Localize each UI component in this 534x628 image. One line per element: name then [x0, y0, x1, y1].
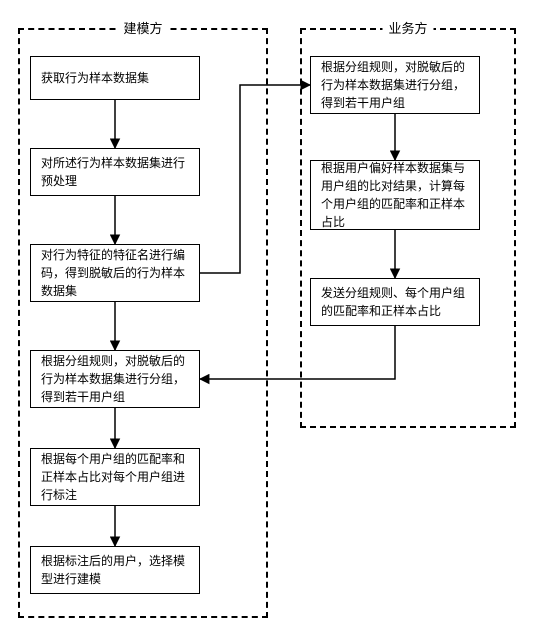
node-r2: 根据用户偏好样本数据集与用户组的比对结果，计算每个用户组的匹配率和正样本占比 [310, 160, 480, 230]
node-l4-text: 根据分组规则，对脱敏后的行为样本数据集进行分组，得到若干用户组 [41, 352, 189, 406]
node-l6: 根据标注后的用户，选择模型进行建模 [30, 546, 200, 594]
node-l6-text: 根据标注后的用户，选择模型进行建模 [41, 552, 189, 588]
node-l5: 根据每个用户组的匹配率和正样本占比对每个用户组进行标注 [30, 448, 200, 506]
node-l1-text: 获取行为样本数据集 [41, 69, 149, 87]
node-l5-text: 根据每个用户组的匹配率和正样本占比对每个用户组进行标注 [41, 450, 189, 504]
node-r2-text: 根据用户偏好样本数据集与用户组的比对结果，计算每个用户组的匹配率和正样本占比 [321, 159, 469, 231]
node-r1-text: 根据分组规则，对脱敏后的行为样本数据集进行分组，得到若干用户组 [321, 58, 469, 112]
node-l4: 根据分组规则，对脱敏后的行为样本数据集进行分组，得到若干用户组 [30, 350, 200, 408]
node-l3-text: 对行为特征的特征名进行编码，得到脱敏后的行为样本数据集 [41, 246, 189, 300]
node-l1: 获取行为样本数据集 [30, 56, 200, 100]
node-l2: 对所述行为样本数据集进行预处理 [30, 148, 200, 196]
node-r1: 根据分组规则，对脱敏后的行为样本数据集进行分组，得到若干用户组 [310, 56, 480, 114]
node-r3-text: 发送分组规则、每个用户组的匹配率和正样本占比 [321, 284, 469, 320]
node-l3: 对行为特征的特征名进行编码，得到脱敏后的行为样本数据集 [30, 244, 200, 302]
node-r3: 发送分组规则、每个用户组的匹配率和正样本占比 [310, 278, 480, 326]
node-l2-text: 对所述行为样本数据集进行预处理 [41, 154, 189, 190]
container-right-title: 业务方 [382, 18, 433, 37]
container-left: 建模方 [18, 28, 268, 618]
container-left-title: 建模方 [117, 18, 168, 37]
